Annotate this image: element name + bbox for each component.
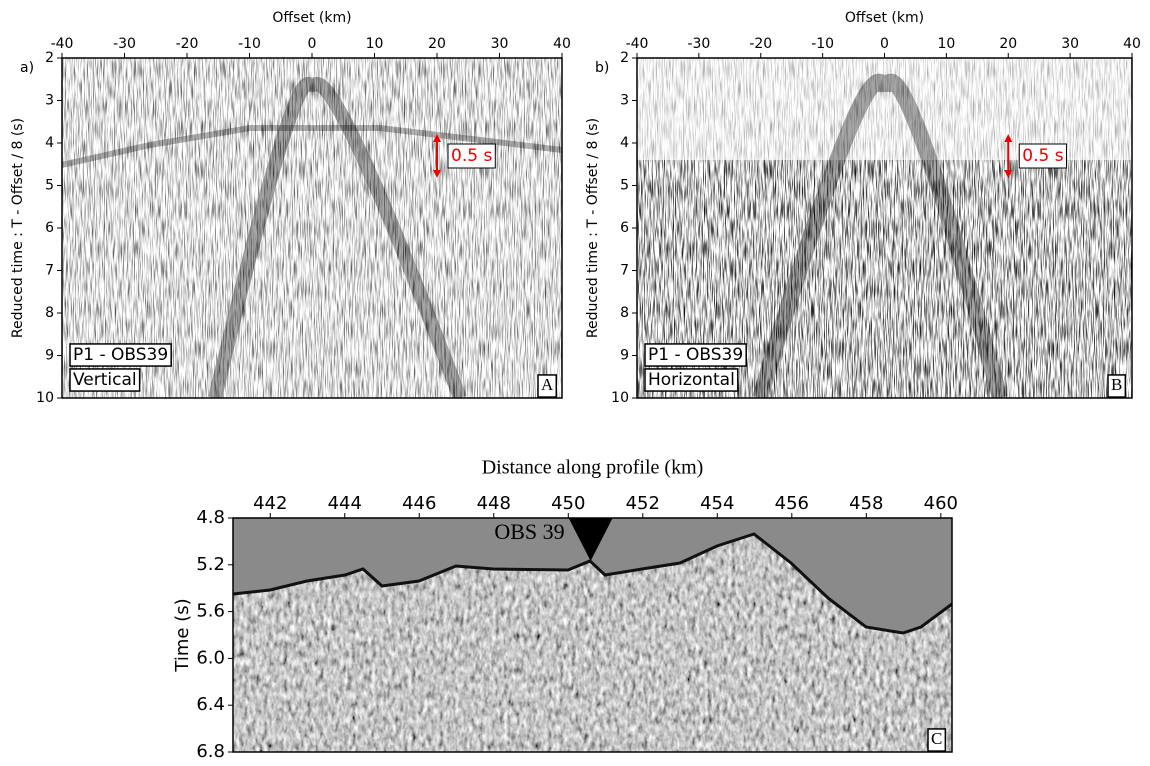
label-box bbox=[1107, 374, 1127, 398]
y-tick-label: 8 bbox=[620, 305, 629, 321]
x-axis-title: Distance along profile (km) bbox=[482, 457, 704, 479]
y-tick-label: 2 bbox=[620, 50, 629, 66]
x-tick-label: 452 bbox=[626, 493, 660, 514]
obs-label: OBS 39 bbox=[494, 519, 564, 544]
y-tick-label: 5 bbox=[620, 178, 629, 194]
x-tick-label: 442 bbox=[253, 493, 287, 514]
label-box bbox=[644, 368, 739, 392]
x-tick-label: 10 bbox=[366, 36, 384, 52]
annotation: A bbox=[541, 375, 554, 394]
y-tick-label: 5 bbox=[45, 178, 54, 194]
label-box bbox=[69, 368, 141, 392]
y-tick-label: 6 bbox=[45, 220, 54, 236]
label-box bbox=[447, 143, 496, 169]
x-tick-label: -40 bbox=[51, 36, 74, 52]
x-tick-label: 446 bbox=[402, 493, 436, 514]
x-tick-label: 10 bbox=[937, 36, 955, 52]
x-tick-label: -10 bbox=[238, 36, 261, 52]
y-axis-title: Time (s) bbox=[172, 598, 193, 672]
label-box bbox=[537, 374, 558, 398]
label-box bbox=[927, 728, 947, 752]
x-tick-label: 20 bbox=[999, 36, 1017, 52]
seismic-image bbox=[232, 518, 953, 752]
x-tick-label: 444 bbox=[328, 493, 362, 514]
y-tick-label: 7 bbox=[620, 263, 629, 279]
y-tick-label: 4 bbox=[620, 135, 629, 151]
x-tick-label: -30 bbox=[113, 36, 136, 52]
x-tick-label: 456 bbox=[775, 493, 809, 514]
y-tick-label: 6 bbox=[620, 220, 629, 236]
y-tick-label: 8 bbox=[45, 305, 54, 321]
y-tick-label: 3 bbox=[45, 93, 54, 109]
y-tick-label: 9 bbox=[45, 348, 54, 364]
label-box bbox=[1018, 143, 1068, 169]
annotation: Horizontal bbox=[648, 370, 735, 390]
y-tick-label: 2 bbox=[45, 50, 54, 66]
y-axis-title: Reduced time : T - Offset / 8 (s) bbox=[585, 118, 601, 338]
x-axis-title: Offset (km) bbox=[845, 10, 924, 26]
y-tick-label: 6.0 bbox=[196, 647, 225, 668]
y-tick-label: 7 bbox=[45, 263, 54, 279]
scale-label: 0.5 s bbox=[451, 146, 492, 166]
y-tick-label: 3 bbox=[620, 93, 629, 109]
x-tick-label: 30 bbox=[1061, 36, 1079, 52]
x-axis-title: Offset (km) bbox=[272, 10, 351, 26]
x-tick-label: 40 bbox=[1123, 36, 1141, 52]
panel-label: a) bbox=[20, 60, 34, 76]
scale-label: 0.5 s bbox=[1022, 146, 1063, 166]
annotation: P1 - OBS39 bbox=[73, 345, 168, 365]
x-tick-label: -20 bbox=[176, 36, 199, 52]
label-box bbox=[644, 343, 747, 367]
label-box bbox=[69, 343, 172, 367]
x-tick-label: 454 bbox=[700, 493, 734, 514]
x-tick-label: 460 bbox=[924, 493, 958, 514]
y-tick-label: 6.8 bbox=[196, 741, 225, 762]
y-tick-label: 4.8 bbox=[196, 507, 225, 528]
y-tick-label: 10 bbox=[36, 390, 54, 406]
x-tick-label: -40 bbox=[626, 36, 649, 52]
x-tick-label: 448 bbox=[477, 493, 511, 514]
y-tick-label: 10 bbox=[611, 390, 629, 406]
x-tick-label: 30 bbox=[491, 36, 509, 52]
annotation: P1 - OBS39 bbox=[648, 345, 743, 365]
x-tick-label: 450 bbox=[551, 493, 585, 514]
y-tick-label: 5.6 bbox=[196, 601, 225, 622]
seismic-image bbox=[62, 58, 562, 398]
x-tick-label: -20 bbox=[749, 36, 772, 52]
x-tick-label: -30 bbox=[687, 36, 710, 52]
y-tick-label: 4 bbox=[45, 135, 54, 151]
panel-label: b) bbox=[595, 60, 609, 76]
x-tick-label: 40 bbox=[553, 36, 571, 52]
x-tick-label: 20 bbox=[428, 36, 446, 52]
x-tick-label: 0 bbox=[880, 36, 889, 52]
obs-marker bbox=[568, 518, 613, 561]
y-tick-label: 9 bbox=[620, 348, 629, 364]
y-tick-label: 5.2 bbox=[196, 554, 225, 575]
x-tick-label: 458 bbox=[849, 493, 883, 514]
annotation: C bbox=[931, 729, 942, 748]
seismic-image bbox=[637, 58, 1132, 398]
x-tick-label: 0 bbox=[308, 36, 317, 52]
y-tick-label: 6.4 bbox=[196, 694, 225, 715]
x-tick-label: -10 bbox=[811, 36, 834, 52]
annotation: Vertical bbox=[73, 370, 137, 390]
y-axis-title: Reduced time : T - Offset / 8 (s) bbox=[10, 118, 26, 338]
annotation: B bbox=[1111, 375, 1122, 394]
